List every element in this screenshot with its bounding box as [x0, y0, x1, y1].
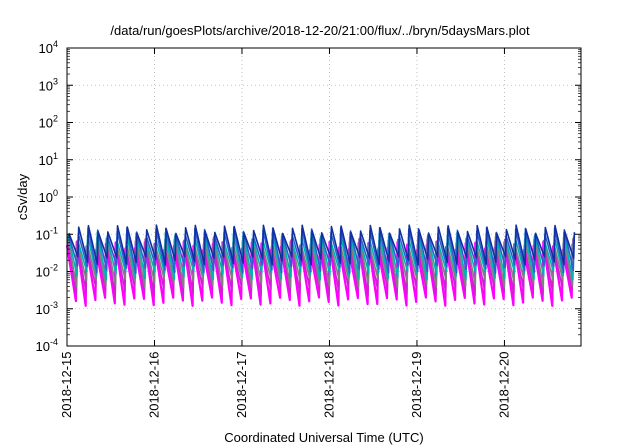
y-tick-label: 10-1 — [36, 225, 58, 242]
x-axis-label: Coordinated Universal Time (UTC) — [224, 430, 423, 445]
y-axis-label: cSv/day — [15, 173, 30, 220]
x-tick-label: 2018-12-18 — [321, 352, 336, 419]
x-tick-label: 2018-12-20 — [496, 352, 511, 418]
y-tick-exponent: 0 — [53, 188, 58, 198]
x-tick-label: 2018-12-15 — [59, 352, 74, 419]
y-tick-label: 10-4 — [36, 337, 58, 354]
y-tick-exponent: -1 — [50, 225, 58, 235]
y-tick-label: 102 — [39, 114, 58, 131]
y-tick-exponent: 2 — [53, 114, 58, 124]
y-tick-label: 100 — [39, 188, 58, 205]
y-tick-exponent: 1 — [53, 151, 58, 161]
y-tick-label: 103 — [39, 76, 58, 93]
y-tick-label: 101 — [39, 151, 58, 168]
x-axis: 2018-12-15 2018-12-16 2018-12-17 2018-12-18… — [59, 48, 511, 418]
x-tick-label: 2018-12-16 — [146, 352, 161, 419]
series-group — [65, 224, 576, 307]
x-tick-label: 2018-12-17 — [234, 352, 249, 419]
grid — [66, 47, 581, 347]
y-tick-label: 10-3 — [36, 300, 58, 317]
y-tick-exponent: 4 — [53, 39, 58, 49]
y-tick-label: 10-2 — [36, 263, 58, 280]
chart-title: /data/run/goesPlots/archive/2018-12-20/2… — [110, 23, 530, 38]
y-tick-exponent: -4 — [50, 337, 58, 347]
series-line-6 — [68, 224, 576, 266]
x-tick-label: 2018-12-19 — [409, 352, 424, 419]
y-tick-exponent: -2 — [50, 263, 58, 273]
y-tick-label: 104 — [39, 39, 58, 56]
y-tick-exponent: 3 — [53, 76, 58, 86]
y-tick-exponent: -3 — [50, 300, 58, 310]
